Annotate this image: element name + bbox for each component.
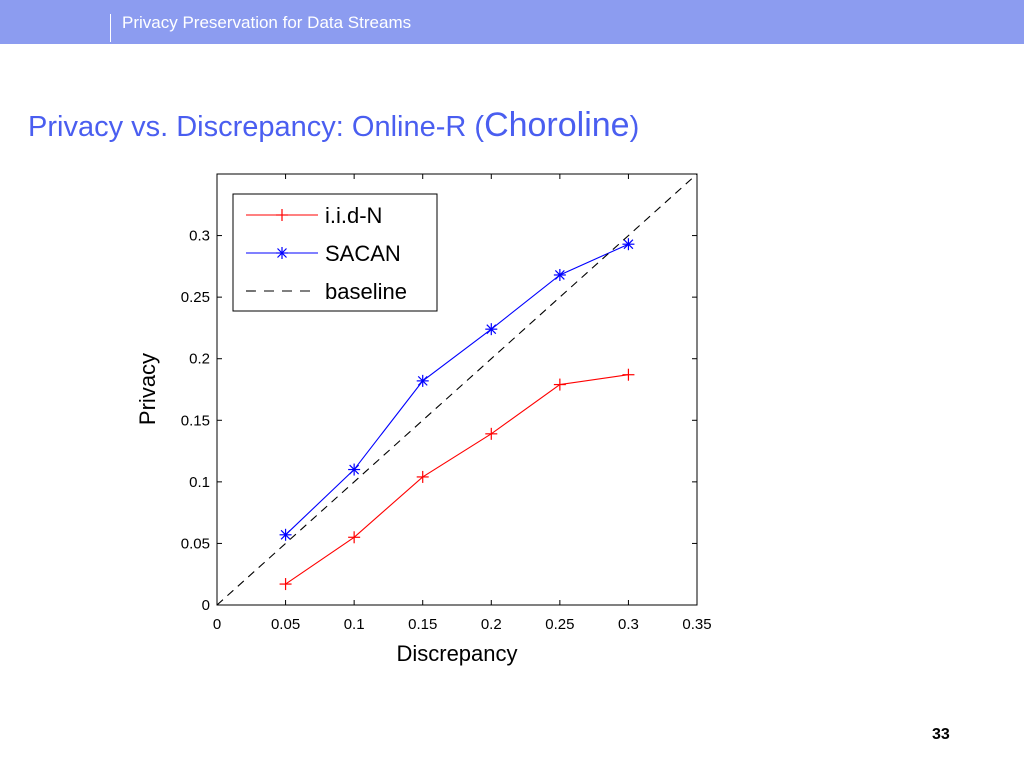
legend-entry-baseline: baseline	[246, 279, 407, 304]
legend-label: baseline	[325, 279, 407, 304]
marker-d2	[417, 375, 428, 386]
slide-title-end: )	[629, 111, 640, 143]
x-tick-label: 0.2	[481, 616, 502, 633]
y-tick-label: 0.25	[181, 289, 210, 306]
x-axis-label: Discrepancy	[396, 641, 517, 666]
data-point-sacan	[485, 323, 498, 336]
y-tick-label: 0.1	[189, 474, 210, 491]
data-point-sacan	[553, 268, 566, 281]
data-point-sacan	[622, 238, 635, 251]
y-tick-label: 0.15	[181, 412, 210, 429]
x-tick-label: 0.25	[545, 616, 574, 633]
legend-entry-sacan: SACAN	[246, 241, 401, 266]
series-layer	[216, 173, 698, 606]
y-tick-label: 0.2	[189, 351, 210, 368]
series-baseline	[216, 173, 698, 606]
legend-label: SACAN	[325, 241, 401, 266]
header-bar	[0, 0, 1024, 44]
page-number: 33	[932, 726, 950, 743]
series-line-baseline	[216, 173, 698, 606]
data-point-i-i-d-n	[622, 368, 635, 381]
data-point-i-i-d-n	[416, 470, 429, 483]
x-tick-label: 0.1	[344, 616, 365, 633]
header-title: Privacy Preservation for Data Streams	[122, 13, 412, 32]
slide-title-emphasis: Choroline	[484, 106, 630, 144]
marker-d2	[349, 464, 360, 475]
marker-d2	[486, 324, 497, 335]
legend-marker-d2	[277, 248, 287, 258]
data-point-i-i-d-n	[348, 531, 361, 544]
legend: i.i.d-N SACAN baseline	[232, 193, 438, 312]
slide-title: Privacy vs. Discrepancy: Online-R (Choro…	[28, 106, 639, 145]
x-tick-label: 0.3	[618, 616, 639, 633]
data-point-i-i-d-n	[485, 427, 498, 440]
y-axis-label: Privacy	[135, 353, 160, 425]
marker-d2	[280, 529, 291, 540]
marker-d2	[623, 239, 634, 250]
header-divider	[110, 14, 111, 42]
series-line-sacan	[285, 243, 629, 536]
data-point-sacan	[279, 528, 292, 541]
x-tick-label: 0	[213, 616, 221, 633]
legend-entry-i-i-d-n: i.i.d-N	[246, 203, 382, 228]
legend-label: i.i.d-N	[325, 203, 382, 228]
series-i-i-d-n	[279, 368, 635, 591]
marker-d2	[554, 270, 565, 280]
slide-title-main: Privacy vs. Discrepancy: Online-R (	[28, 111, 485, 143]
x-tick-label: 0.15	[408, 616, 437, 633]
series-line-i-i-d-n	[285, 374, 629, 585]
axis-ticks: 0 0.05 0.1 0.15 0.2 0.25 0.3 0.35 0 0.05 0.1 0.15 0.…	[181, 174, 712, 633]
data-point-i-i-d-n	[279, 578, 292, 591]
data-point-sacan	[416, 374, 429, 387]
data-point-i-i-d-n	[553, 378, 566, 391]
x-tick-label: 0.05	[271, 616, 300, 633]
x-tick-label: 0.35	[682, 616, 711, 633]
series-sacan	[279, 238, 635, 541]
y-tick-label: 0.05	[181, 535, 210, 552]
y-tick-label: 0.3	[189, 228, 210, 245]
y-tick-label: 0	[202, 597, 210, 614]
data-point-sacan	[348, 463, 361, 476]
